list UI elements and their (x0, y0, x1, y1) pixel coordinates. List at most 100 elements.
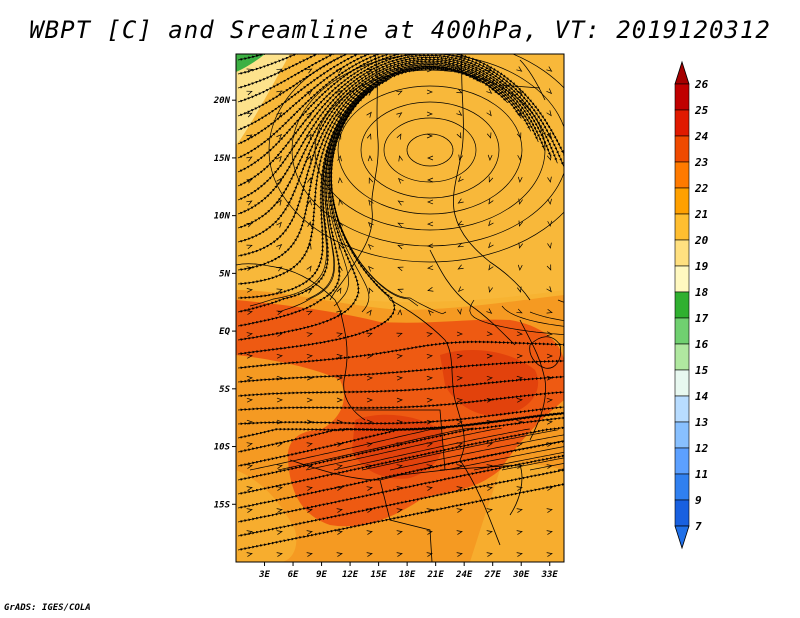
flow-arrow (246, 552, 253, 557)
colorbar-segment (674, 161, 690, 189)
flow-arrow (397, 266, 404, 272)
lon-tick-label: 3E (258, 570, 270, 580)
grads-credit: GrADS: IGES/COLA (4, 603, 91, 613)
flow-arrow (518, 198, 523, 205)
colorbar-segment (674, 291, 690, 319)
flow-arrow (486, 486, 493, 491)
flow-arrow (276, 112, 283, 118)
flow-arrow (396, 552, 403, 557)
flow-arrow (426, 486, 433, 491)
flow-arrow (456, 464, 463, 469)
colorbar-top-arrow (674, 60, 690, 85)
flow-arrow (306, 243, 312, 250)
flow-arrow (276, 464, 283, 469)
flow-arrow (517, 264, 523, 271)
flow-arrow (306, 90, 313, 96)
flow-arrow (516, 486, 523, 491)
lat-tick-label: 5N (219, 269, 230, 279)
flow-arrow (516, 353, 523, 359)
flow-arrow (366, 552, 373, 557)
map-axes: 3E 6E 9E 12E 15E 18E 21E 24E 27E 30E 33E 20N 15N 10N 5… (213, 96, 559, 580)
flow-arrow (276, 310, 283, 316)
lat-tick-label: 10N (214, 212, 231, 222)
flow-arrow (546, 264, 552, 271)
flow-arrow (336, 287, 342, 294)
flow-arrow (368, 287, 374, 294)
flow-arrow (456, 486, 463, 491)
colorbar-segment (674, 213, 690, 241)
flow-arrow (486, 353, 493, 359)
flow-arrow (456, 442, 463, 447)
flow-arrow (547, 220, 552, 227)
flow-arrow (276, 397, 283, 403)
flow-arrow (486, 66, 493, 72)
lat-tick-label: 15S (214, 500, 231, 510)
flow-arrow (397, 288, 404, 294)
flow-arrow (336, 397, 343, 403)
flow-arrow (246, 508, 253, 513)
flow-arrow (486, 88, 493, 94)
flow-arrow (306, 68, 313, 74)
flow-arrow (516, 331, 523, 337)
flow-arrow (246, 244, 253, 250)
flow-arrow (366, 486, 373, 491)
streamline (249, 428, 446, 471)
flow-arrow (246, 332, 253, 337)
flow-arrow (516, 375, 523, 381)
flow-arrow (546, 420, 553, 425)
flow-arrow (516, 530, 523, 535)
colorbar-segment (674, 187, 690, 215)
flow-arrow (488, 242, 494, 249)
flow-arrow (396, 530, 403, 535)
flow-arrow (276, 133, 283, 140)
flow-arrow (396, 133, 402, 140)
streamline (529, 311, 564, 322)
lon-tick-label: 33E (541, 570, 559, 580)
flow-arrow (338, 221, 344, 228)
flow-arrow (306, 375, 313, 381)
flow-arrow (546, 88, 553, 95)
flow-arrow (546, 530, 553, 535)
streamline (557, 299, 564, 303)
flow-arrow (246, 464, 253, 469)
streamline (249, 118, 342, 307)
flow-arrow (426, 530, 433, 535)
colorbar-segment (674, 343, 690, 371)
flow-arrow (546, 66, 553, 72)
flow-arrow (546, 308, 553, 314)
flow-arrow (546, 353, 553, 359)
colorbar-segment (674, 473, 690, 501)
flow-arrow (396, 68, 403, 74)
flow-arrow (276, 155, 282, 162)
flow-arrow (246, 90, 253, 96)
streamline (501, 457, 564, 471)
flow-arrow (456, 530, 463, 535)
flow-arrow (516, 442, 523, 447)
flow-arrow (366, 111, 372, 118)
flow-arrow (338, 243, 344, 250)
streamline (361, 429, 558, 471)
flow-arrow (276, 353, 283, 359)
flow-arrow (516, 420, 523, 425)
flow-arrow (397, 244, 404, 250)
flow-arrow (427, 265, 434, 271)
colorbar-level-label: 20 (694, 234, 709, 247)
flow-arrow (516, 88, 523, 95)
flow-arrow (306, 288, 313, 294)
flow-arrow (547, 242, 552, 249)
colorbar-segment (674, 83, 690, 111)
streamline (305, 427, 502, 471)
flow-arrow (488, 198, 494, 205)
flow-arrow (456, 331, 463, 337)
flow-arrow (336, 111, 342, 118)
flow-arrow (516, 508, 523, 513)
flow-arrow (546, 508, 553, 513)
flow-arrow (396, 375, 403, 381)
flow-arrow (307, 177, 312, 184)
flow-arrow (516, 110, 522, 117)
flow-arrow (276, 508, 283, 513)
streamline (305, 87, 371, 301)
flow-arrow (486, 132, 492, 139)
lon-tick-label: 18E (399, 570, 416, 580)
colorbar-segment (674, 317, 690, 345)
